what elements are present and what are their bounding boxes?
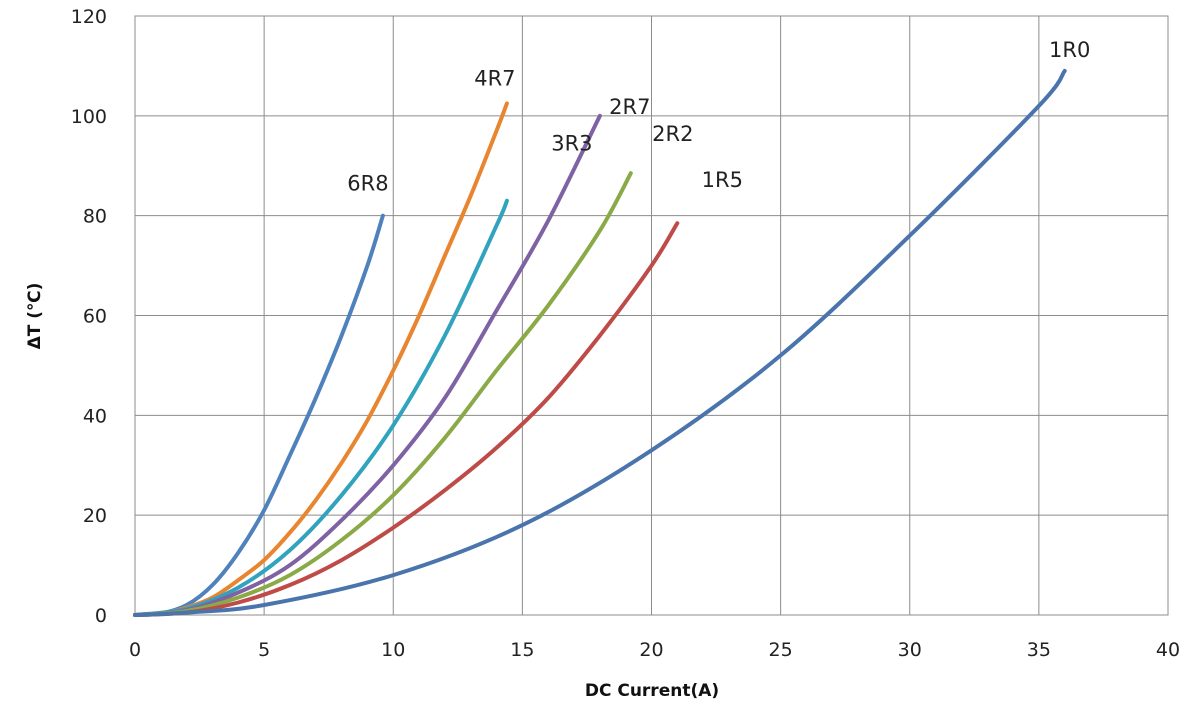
y-tick-label: 100 — [71, 106, 107, 128]
x-tick-label: 15 — [510, 639, 534, 661]
series-line-3r3 — [133, 198, 509, 617]
series-lines — [133, 68, 1067, 617]
x-tick-label: 10 — [381, 639, 405, 661]
series-label-2r2: 2R2 — [652, 122, 693, 146]
series-label-2r7: 2R7 — [609, 95, 650, 119]
series-label-4r7: 4R7 — [474, 66, 515, 90]
x-tick-label: 25 — [769, 639, 793, 661]
y-tick-label: 120 — [71, 6, 107, 28]
y-axis-title: ΔT (℃) — [25, 283, 45, 350]
x-axis-title: DC Current(A) — [585, 681, 719, 701]
x-tick-label: 20 — [639, 639, 663, 661]
x-tick-label: 30 — [898, 639, 922, 661]
series-label-3r3: 3R3 — [551, 132, 592, 156]
tick-labels: 0 5 10 15 20 25 30 35 40 0 20 40 60 80 100 120 — [71, 6, 1180, 661]
y-tick-label: 20 — [83, 505, 107, 527]
series-line-2r7 — [133, 113, 602, 617]
series-line-2r2 — [133, 171, 633, 617]
series-label-1r5: 1R5 — [702, 168, 743, 192]
y-tick-label: 60 — [83, 306, 107, 328]
x-tick-label: 40 — [1156, 639, 1180, 661]
gridlines — [134, 15, 1169, 616]
x-tick-label: 5 — [258, 639, 270, 661]
series-line-1r5 — [133, 221, 680, 617]
series-line-1r0 — [133, 68, 1067, 617]
series-label-6r8: 6R8 — [347, 172, 388, 196]
series-label-1r0: 1R0 — [1049, 38, 1090, 62]
y-tick-label: 40 — [83, 405, 107, 427]
y-tick-label: 80 — [83, 206, 107, 228]
x-tick-label: 0 — [129, 639, 141, 661]
y-tick-label: 0 — [95, 605, 107, 627]
x-tick-label: 35 — [1027, 639, 1051, 661]
